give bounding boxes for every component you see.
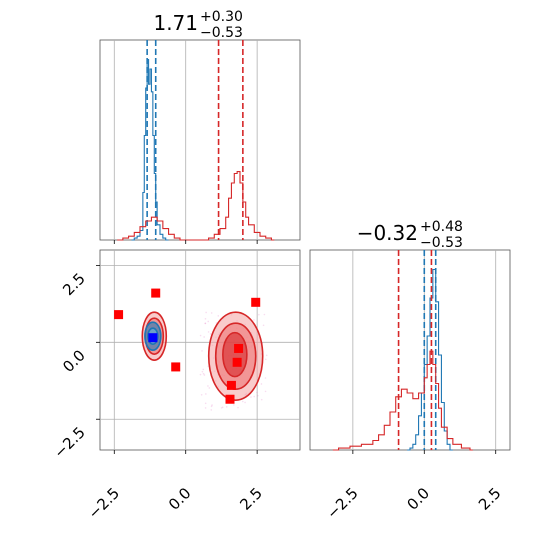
x-tick-label: 2.5 — [475, 484, 505, 514]
sample-dot — [258, 313, 260, 316]
panel-bottom-left-frame — [99, 249, 301, 451]
y-tick-label: 0.0 — [59, 346, 89, 376]
sample-dot — [205, 393, 207, 395]
sample-dot — [203, 374, 206, 376]
sample-dot — [207, 385, 209, 387]
sample-dot — [204, 318, 207, 320]
sample-dot — [202, 372, 205, 375]
sample-dot — [205, 311, 207, 314]
y-tick-label: −2.5 — [50, 423, 88, 461]
histogram-series — [131, 58, 169, 241]
sample-dot — [208, 387, 211, 389]
sample-dot — [220, 407, 223, 409]
sample-dot — [263, 313, 266, 316]
histogram-series — [407, 268, 453, 451]
scatter-point — [151, 288, 161, 298]
sample-dot — [260, 398, 263, 401]
sample-dot — [209, 333, 212, 335]
title-value: −0.32 — [357, 221, 418, 245]
sample-dot — [199, 334, 202, 337]
title-upper: +0.30 — [200, 9, 243, 25]
sample-dot — [204, 402, 207, 405]
sample-dot — [237, 406, 239, 409]
sample-dot — [260, 383, 263, 385]
sample-dot — [233, 404, 235, 406]
sample-dot — [207, 320, 210, 323]
sample-dot — [221, 406, 224, 409]
y-tick-label: 2.5 — [59, 269, 89, 299]
sample-dot — [211, 404, 213, 406]
sample-dot — [253, 395, 256, 398]
scatter-point — [114, 310, 124, 320]
sample-dot — [262, 324, 265, 327]
sample-dot — [210, 405, 213, 408]
sample-dot — [200, 393, 203, 396]
sample-dot — [204, 407, 207, 409]
title-upper: +0.48 — [420, 219, 463, 235]
scatter-point — [251, 297, 261, 307]
sample-dot — [256, 391, 258, 394]
sample-dot — [241, 400, 244, 403]
title-top-left: 1.71 +0.30 −0.53 — [153, 9, 242, 41]
title-bottom-right: −0.32 +0.48 −0.53 — [357, 219, 463, 251]
sample-dot — [264, 390, 267, 393]
density-contour — [222, 331, 248, 378]
sample-dot — [199, 373, 202, 376]
panel-top-left-frame — [99, 39, 301, 241]
panel-bottom-right-frame — [309, 249, 511, 451]
sample-dot — [264, 358, 267, 361]
histogram-series — [117, 171, 275, 241]
sample-dot — [225, 406, 228, 408]
title-lower: −0.53 — [200, 25, 243, 41]
sample-dot — [204, 322, 207, 325]
sample-dot — [204, 322, 207, 325]
sample-dot — [203, 336, 205, 338]
x-tick-label: 2.5 — [236, 484, 266, 514]
sample-dot — [253, 319, 255, 321]
sample-dot — [201, 350, 203, 352]
x-tick-label: −2.5 — [323, 484, 361, 522]
truth-marker — [148, 333, 158, 343]
scatter-point — [234, 343, 244, 353]
sample-dot — [257, 394, 259, 397]
sample-dot — [202, 368, 205, 371]
sample-dot — [217, 315, 220, 317]
sample-dot — [264, 377, 267, 379]
x-tick-label: 0.0 — [404, 484, 434, 514]
sample-dot — [210, 312, 213, 314]
sample-dot — [201, 370, 204, 373]
scatter-point — [171, 362, 181, 372]
sample-dot — [265, 354, 268, 357]
title-value: 1.71 — [153, 11, 198, 35]
title-lower: −0.53 — [420, 235, 463, 251]
scatter-point — [226, 380, 236, 390]
scatter-point — [225, 394, 235, 404]
sample-dot — [244, 401, 246, 404]
sample-dot — [250, 396, 252, 398]
sample-dot — [210, 409, 213, 411]
scatter-point — [232, 357, 242, 367]
x-tick-label: −2.5 — [85, 484, 123, 522]
sample-dot — [207, 331, 210, 333]
x-tick-label: 0.0 — [165, 484, 195, 514]
histogram-series — [332, 350, 473, 451]
